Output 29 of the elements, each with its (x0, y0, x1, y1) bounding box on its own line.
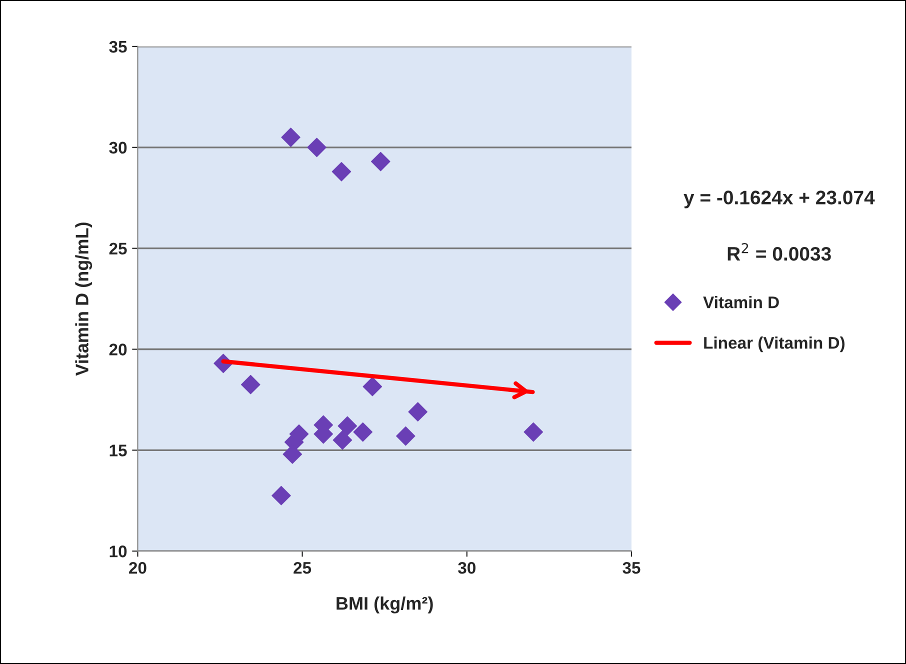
legend-label: Vitamin D (703, 296, 779, 308)
point (332, 162, 352, 182)
legend-label: Linear (Vitamin D) (704, 336, 845, 352)
point (332, 430, 352, 450)
x-tick-label: 30 (458, 562, 476, 574)
text: R$^{2}$ = 0.0033 (728, 242, 831, 261)
point (396, 426, 416, 446)
point (281, 128, 300, 147)
point (408, 402, 428, 422)
text: y = -0.1624x + 23.074 (684, 190, 875, 208)
y-tick-label: 35 (109, 40, 127, 53)
y-tick-label: 25 (109, 242, 127, 255)
x-tick-label: 35 (622, 562, 640, 574)
point (362, 376, 382, 396)
point (240, 374, 260, 394)
point (307, 138, 326, 158)
x-tick-label: 25 (294, 562, 312, 574)
y-tick-label: 10 (110, 546, 127, 558)
y-tick-label: 20 (109, 344, 127, 356)
point (272, 486, 291, 506)
point (370, 152, 390, 172)
x-axis-title: BMI (kg/m²) (336, 596, 433, 614)
y-tick-label: 30 (109, 142, 127, 154)
x-tick-label: 20 (129, 562, 146, 574)
y-tick-label: 15 (110, 444, 127, 456)
point (353, 422, 373, 442)
y-axis-title: Vitamin D (ng/mL) (75, 222, 92, 376)
point (338, 416, 358, 436)
point (524, 422, 544, 442)
